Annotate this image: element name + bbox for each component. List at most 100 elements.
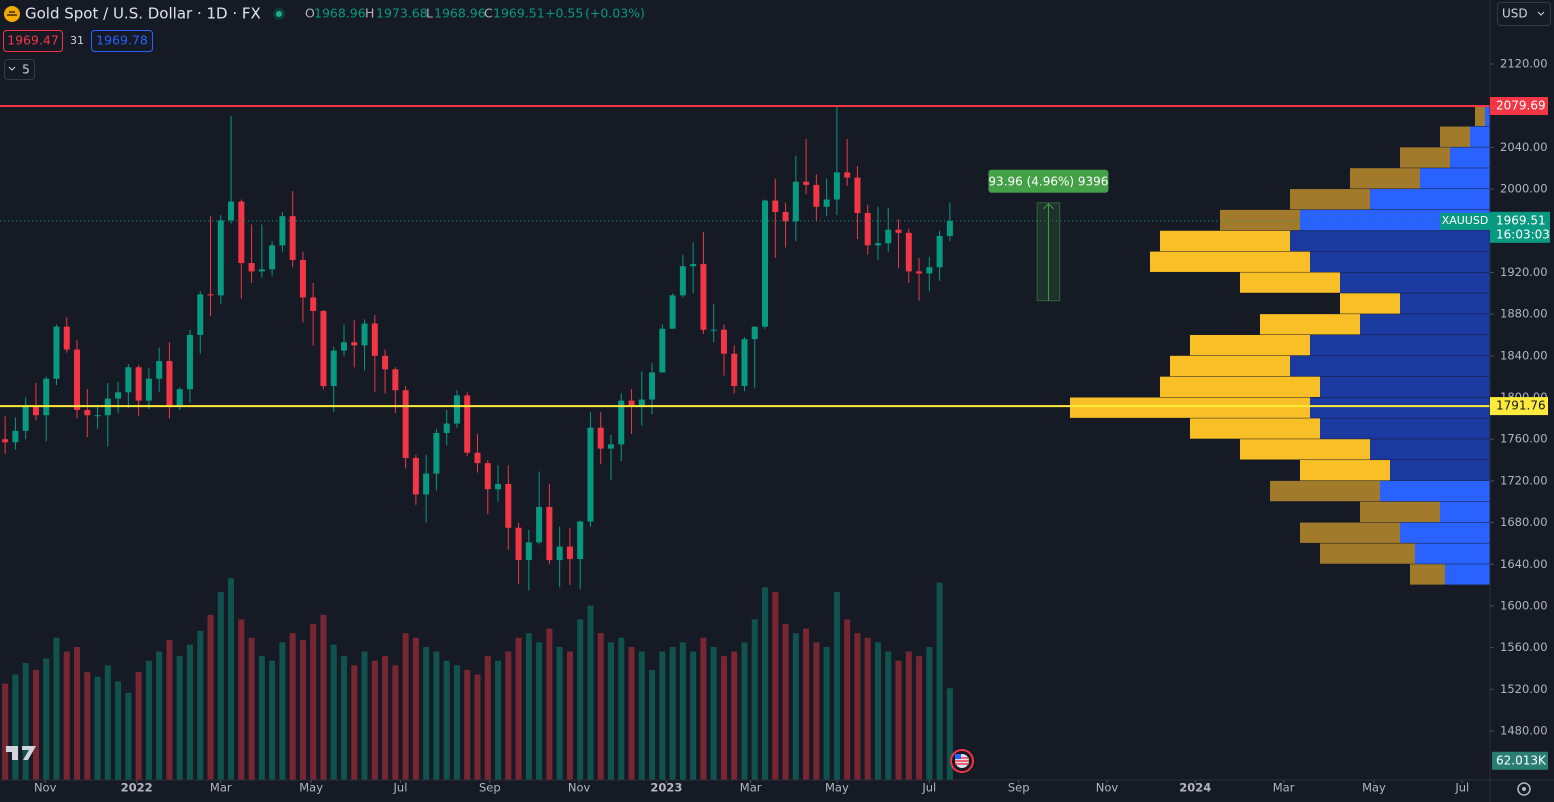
volume-bar	[145, 660, 152, 780]
price-label-box	[1490, 397, 1548, 416]
volume-bar	[762, 587, 769, 780]
volume-bar	[186, 644, 193, 780]
candle-body	[279, 216, 286, 246]
settings-button[interactable]	[1517, 782, 1531, 796]
candle-body	[618, 400, 625, 445]
volume-bar	[741, 642, 748, 780]
ask-price[interactable]: 1969.78	[96, 33, 148, 48]
currency: USD	[1502, 7, 1528, 21]
candle-body	[731, 353, 738, 387]
candle-body	[741, 339, 748, 387]
profile-up	[1360, 501, 1440, 523]
candle-body	[700, 264, 707, 330]
volume-bar	[484, 656, 491, 780]
y-tick-label: 2040.00	[1500, 140, 1548, 154]
profile-up	[1240, 439, 1370, 460]
currency-button[interactable]	[1497, 2, 1551, 26]
profile-down	[1360, 314, 1490, 335]
candle-body	[320, 310, 327, 387]
candle-body	[197, 294, 204, 335]
candle-body	[803, 181, 810, 185]
profile-up	[1190, 418, 1320, 439]
candle-body	[638, 399, 645, 406]
volume-bar	[946, 688, 953, 780]
x-tick-label: May	[1362, 781, 1386, 795]
x-tick-label: Nov	[1096, 781, 1119, 795]
candle-body	[74, 349, 81, 411]
volume-bar	[63, 651, 70, 780]
measure-label: 93.96 (4.96%) 9396	[988, 174, 1108, 188]
candle-body	[43, 378, 50, 416]
candle-body	[12, 430, 19, 443]
y-tick-label: 2000.00	[1500, 182, 1548, 196]
indicators-toggle[interactable]	[4, 59, 35, 80]
sell-button[interactable]	[3, 30, 63, 52]
volume-bar	[135, 672, 142, 780]
chevron-icon	[8, 66, 16, 71]
candle-body	[238, 201, 245, 264]
measure-label-box	[988, 169, 1109, 193]
candle-body	[310, 297, 317, 311]
market-status-dot	[276, 11, 282, 17]
profile-up	[1070, 397, 1310, 418]
candle-body	[710, 329, 717, 331]
candle-body	[248, 263, 255, 272]
y-tick-label: 1640.00	[1500, 557, 1548, 571]
x-tick-label: Sep	[1008, 781, 1030, 795]
candle-body	[669, 295, 676, 329]
candle-body	[566, 546, 573, 560]
ohlc-value: 1968.96	[434, 6, 486, 21]
profile-down	[1290, 230, 1490, 252]
candle-body	[289, 216, 296, 260]
candle-body	[371, 323, 378, 356]
candle-body	[823, 199, 830, 207]
volume-bar	[166, 640, 173, 780]
candle-body	[330, 350, 337, 387]
buy-button[interactable]	[91, 30, 153, 52]
volume-bar	[341, 656, 348, 780]
profile-up	[1190, 334, 1310, 356]
indicator-count: 5	[22, 63, 30, 77]
volume-bar	[618, 637, 625, 780]
ohlc-legend: O 1968.96 H 1973.68L 1968.96C 1969.51	[305, 6, 545, 21]
symbol-label-box	[1440, 212, 1490, 230]
flag-canton	[955, 754, 961, 759]
volume-bar	[207, 614, 214, 780]
volume-bar	[864, 637, 871, 780]
x-tick-label: Nov	[34, 781, 57, 795]
candle-body	[854, 177, 861, 214]
candle-body	[505, 484, 512, 528]
bid-price[interactable]: 1969.47	[7, 33, 59, 48]
volume-bar	[464, 669, 471, 780]
volume-bar	[382, 656, 389, 780]
symbol-label: XAUUSD	[1442, 214, 1489, 227]
x-tick-label: Mar	[1273, 781, 1295, 795]
candle-body	[412, 457, 419, 495]
candle-body	[751, 326, 758, 340]
x-tick-label: Jul	[393, 781, 408, 795]
tradingview-logo[interactable]	[6, 746, 36, 760]
volume-bar	[74, 646, 81, 780]
volume-bar	[792, 633, 799, 780]
candle-body	[32, 405, 39, 416]
candle-body	[495, 484, 502, 490]
candle-body	[269, 245, 276, 270]
volume-bar	[638, 651, 645, 780]
settings-icon	[1522, 787, 1526, 791]
y-tick-label: 1920.00	[1500, 265, 1548, 279]
ohlc-key: L	[426, 6, 433, 21]
candle-body	[844, 172, 851, 178]
candle-body	[382, 355, 389, 370]
profile-up	[1440, 126, 1470, 147]
candle-body	[63, 326, 70, 350]
volume-bar	[926, 646, 933, 780]
volume-label-box	[1492, 751, 1548, 770]
profile-up	[1270, 480, 1380, 502]
volume-bar	[546, 628, 553, 780]
volume-bar	[936, 582, 943, 780]
volume-bar	[690, 651, 697, 780]
x-tick-label: 2024	[1179, 781, 1211, 795]
volume-bar	[402, 633, 409, 780]
symbol-title[interactable]: Gold Spot / U.S. Dollar · 1D · FX	[25, 5, 261, 23]
